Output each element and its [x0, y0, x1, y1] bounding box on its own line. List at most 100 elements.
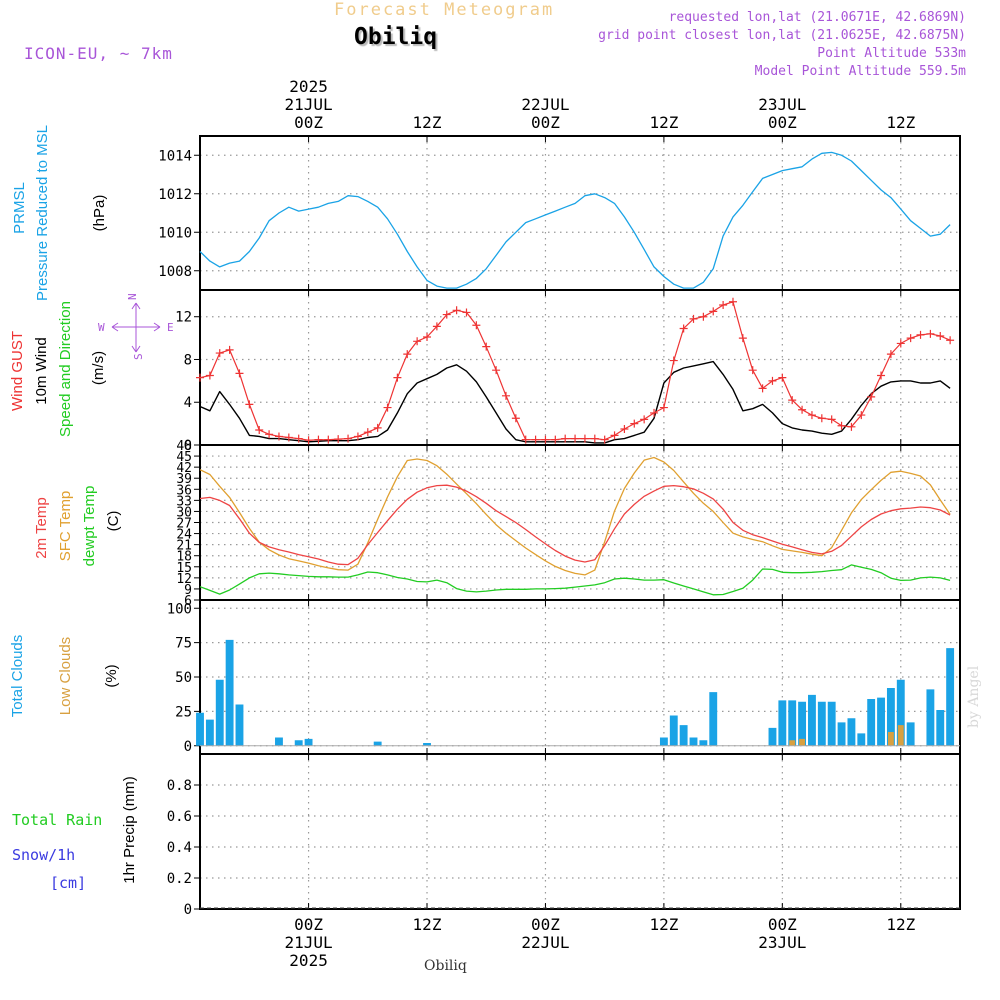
gust-marker — [669, 356, 678, 365]
gust-marker — [709, 307, 718, 316]
gust-marker — [363, 428, 372, 437]
total-cloud-bar — [709, 692, 718, 746]
wind-10m-line — [199, 360, 951, 444]
gust-marker — [482, 342, 491, 351]
gust-marker — [590, 434, 599, 443]
gust-marker — [521, 435, 530, 444]
temp-unit-label: (C) — [105, 511, 122, 532]
gust-marker — [817, 414, 826, 423]
gust-marker — [442, 310, 451, 319]
low-clouds-label: Low Clouds — [57, 637, 74, 715]
grid-point-coords: grid point closest lon,lat (21.0625E, 42… — [598, 28, 966, 43]
bottom-time-label: 23JUL — [758, 933, 806, 952]
gust-marker — [610, 431, 619, 440]
total-cloud-bar — [867, 699, 876, 746]
gust-marker — [225, 345, 234, 354]
snow-label: Snow/1h — [12, 846, 75, 864]
gust-marker — [699, 312, 708, 321]
clouds-ytick-label: 75 — [175, 636, 192, 652]
temperature-ytick-label: 6 — [184, 594, 192, 609]
snow-unit-label: [cm] — [50, 874, 86, 892]
pressure-panel: 1008 1010 1012 1014 — [158, 135, 961, 291]
pressure-line — [199, 151, 951, 289]
compass-n: N — [126, 293, 139, 300]
gust-marker — [541, 435, 550, 444]
gust-marker — [807, 411, 816, 420]
gust-marker — [877, 371, 886, 380]
gust-marker — [916, 330, 925, 339]
low-cloud-bar — [799, 738, 806, 746]
gust-marker — [748, 366, 757, 375]
total-cloud-bar — [689, 737, 698, 746]
gust-marker — [432, 322, 441, 331]
precip-ytick-label: 0.8 — [167, 778, 192, 794]
total-cloud-bar — [225, 639, 234, 746]
gust-marker — [511, 414, 520, 423]
top-time-label: 12Z — [886, 113, 915, 132]
gust-marker — [620, 424, 629, 433]
compass-arrows — [111, 302, 161, 353]
gust-marker — [630, 419, 639, 428]
pressure-ytick-label: 1014 — [158, 148, 192, 164]
gust-marker — [462, 308, 471, 317]
requested-coords: requested lon,lat (21.0671E, 42.6869N) — [668, 10, 966, 25]
gust-marker — [472, 321, 481, 330]
wind-frame — [199, 289, 961, 446]
gust-marker — [886, 350, 895, 359]
gust-marker — [580, 434, 589, 443]
gust-marker — [827, 415, 836, 424]
gust-marker — [284, 433, 293, 442]
total-cloud-bar — [679, 725, 688, 746]
precip-panel: 0 0.2 0.4 0.6 0.8 — [167, 753, 961, 918]
total-cloud-bar — [926, 689, 935, 746]
total-cloud-bar — [373, 741, 382, 746]
top-time-label: 23JUL — [758, 95, 806, 114]
top-time-label: 12Z — [413, 113, 442, 132]
clouds-ytick-label: 50 — [175, 670, 192, 686]
gust-marker — [314, 435, 323, 444]
gust-marker — [373, 423, 382, 432]
total-cloud-bar — [946, 648, 955, 746]
compass-s: S — [132, 353, 145, 360]
gust-marker — [265, 430, 274, 439]
wind-gust-label: Wind GUST — [9, 331, 26, 411]
temperature-ytick-label: 24 — [176, 528, 192, 543]
wind-ytick-label: 8 — [184, 352, 192, 368]
precip-ytick-label: 0.4 — [167, 840, 192, 856]
gust-marker — [255, 426, 264, 435]
gust-marker — [501, 391, 510, 400]
gust-marker — [906, 334, 915, 343]
gust-marker — [719, 300, 728, 309]
low-cloud-bar — [887, 732, 894, 746]
gust-marker — [274, 432, 283, 441]
total-cloud-bar — [896, 679, 905, 746]
top-time-label: 00Z — [768, 113, 797, 132]
top-time-label: 21JUL — [284, 95, 332, 114]
gust-marker — [571, 434, 580, 443]
temp-sfc-label: SFC Temp — [57, 491, 74, 562]
temperature-ytick-label: 39 — [176, 472, 192, 487]
compass-e: E — [167, 321, 174, 334]
gust-marker — [423, 333, 432, 342]
gust-marker — [659, 403, 668, 412]
gust-marker — [196, 373, 204, 382]
total-cloud-bar — [205, 719, 214, 746]
bottom-time-label: 00Z — [768, 915, 797, 934]
gust-marker — [847, 422, 856, 431]
wind-gust-line — [199, 301, 951, 441]
temperature-ytick-label: 42 — [176, 461, 192, 476]
bottom-time-label: 22JUL — [521, 933, 569, 952]
gust-marker — [936, 331, 945, 340]
gust-marker — [294, 434, 303, 443]
total-cloud-bar — [936, 710, 945, 746]
low-cloud-bar — [897, 725, 904, 746]
bottom-time-label: 00Z — [531, 915, 560, 934]
total-cloud-bar — [817, 701, 826, 746]
pressure-label-prmsl: PRMSL — [11, 182, 28, 234]
total-cloud-bar — [808, 694, 816, 746]
temperature-ytick-label: 12 — [176, 572, 192, 587]
precip-ytick-label: 0.2 — [167, 871, 192, 887]
wind-ytick-label: 4 — [184, 395, 192, 411]
total-cloud-bar — [275, 737, 283, 746]
